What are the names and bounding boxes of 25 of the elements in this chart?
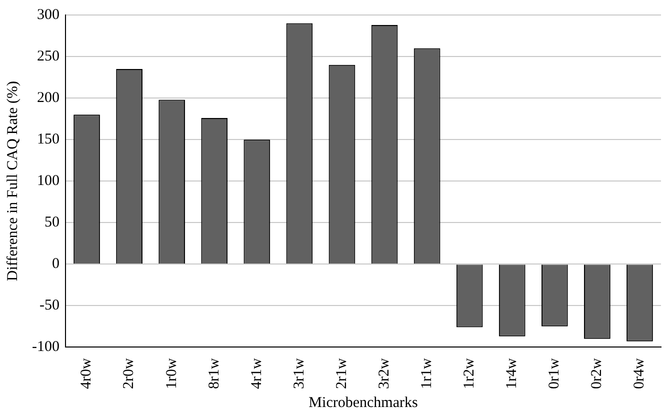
x-tick-label: 1r1w [418, 358, 435, 389]
x-tick-label: 0r4w [632, 358, 648, 389]
x-tick-label: 4r0w [78, 358, 95, 389]
x-tick-label: 3r2w [376, 358, 392, 389]
x-tick-label: 1r4w [504, 358, 520, 389]
x-tick-label: 0r2w [589, 358, 606, 389]
x-tick-label: 1r0w [164, 358, 180, 389]
x-tick-label: 0r1w [546, 358, 563, 389]
y-tick-label: 150 [36, 132, 60, 148]
y-tick-label: 50 [44, 214, 60, 231]
x-tick-label: 1r2w [462, 358, 478, 389]
y-tick-label: 100 [36, 173, 60, 190]
y-tick-label: -50 [39, 298, 60, 314]
y-tick-label: -100 [32, 339, 60, 356]
x-tick-label: 8r1w [206, 358, 222, 389]
x-tick-label: 2r0w [121, 358, 138, 389]
y-tick-label: 250 [36, 48, 60, 64]
x-tick-label: 3r1w [291, 358, 308, 389]
y-tick-label: 200 [36, 90, 60, 106]
x-axis-title: Microbenchmarks [308, 394, 418, 411]
x-tick-label: 2r1w [334, 358, 350, 389]
y-axis-title: Difference in Full CAQ Rate (%) [4, 81, 21, 282]
y-tick-label: 0 [52, 256, 60, 272]
y-tick-label: 300 [36, 6, 60, 23]
x-tick-label: 4r1w [248, 358, 265, 389]
